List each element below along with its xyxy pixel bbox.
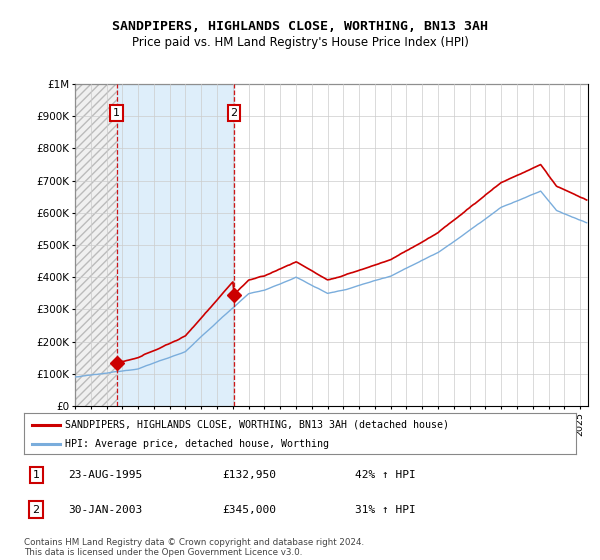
Text: SANDPIPERS, HIGHLANDS CLOSE, WORTHING, BN13 3AH: SANDPIPERS, HIGHLANDS CLOSE, WORTHING, B…	[112, 20, 488, 32]
Text: 30-JAN-2003: 30-JAN-2003	[68, 505, 142, 515]
Text: Price paid vs. HM Land Registry's House Price Index (HPI): Price paid vs. HM Land Registry's House …	[131, 36, 469, 49]
Text: 23-AUG-1995: 23-AUG-1995	[68, 470, 142, 480]
Text: 2: 2	[32, 505, 40, 515]
Text: 2: 2	[230, 108, 238, 118]
Bar	[116, 84, 234, 406]
Text: £345,000: £345,000	[223, 505, 277, 515]
Text: £132,950: £132,950	[223, 470, 277, 480]
Text: 31% ↑ HPI: 31% ↑ HPI	[355, 505, 416, 515]
Text: SANDPIPERS, HIGHLANDS CLOSE, WORTHING, BN13 3AH (detached house): SANDPIPERS, HIGHLANDS CLOSE, WORTHING, B…	[65, 419, 449, 430]
Text: 42% ↑ HPI: 42% ↑ HPI	[355, 470, 416, 480]
Text: Contains HM Land Registry data © Crown copyright and database right 2024.
This d: Contains HM Land Registry data © Crown c…	[24, 538, 364, 557]
Text: 1: 1	[32, 470, 40, 480]
Text: 1: 1	[113, 108, 120, 118]
Text: HPI: Average price, detached house, Worthing: HPI: Average price, detached house, Wort…	[65, 438, 329, 449]
